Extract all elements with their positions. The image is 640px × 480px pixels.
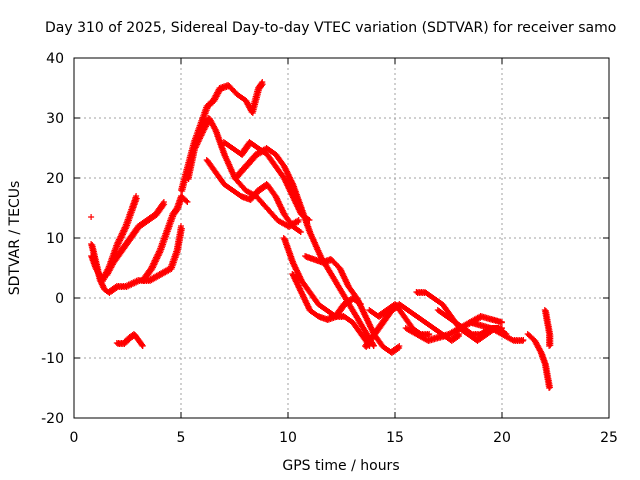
series-track-15	[362, 301, 463, 350]
data-point	[499, 319, 505, 325]
series-track-10	[231, 145, 377, 349]
data-point	[546, 343, 553, 349]
data-point	[88, 214, 95, 220]
data-point	[178, 225, 185, 232]
y-tick-label: -20	[41, 411, 64, 427]
series-track-2	[88, 223, 185, 296]
data-point	[159, 200, 166, 207]
data-point	[184, 199, 191, 205]
data-point	[295, 217, 302, 223]
y-tick-label: 10	[46, 231, 64, 247]
chart-title: Day 310 of 2025, Sidereal Day-to-day VTE…	[45, 20, 616, 36]
x-tick-label: 5	[177, 430, 186, 446]
series-track-13	[302, 253, 403, 356]
y-tick-label: 30	[46, 111, 64, 127]
data-point	[258, 80, 265, 87]
series-track-19	[466, 319, 527, 344]
series-track-3	[103, 199, 168, 278]
data-point	[547, 342, 554, 349]
series-track-4	[139, 193, 191, 284]
data-point	[426, 331, 433, 337]
series-track-20	[524, 331, 553, 391]
series-track-11	[280, 235, 373, 349]
y-axis-label: SDTVAR / TECUs	[7, 181, 23, 296]
isolated-points	[88, 214, 95, 220]
data-point	[259, 79, 266, 85]
x-tick-label: 0	[70, 430, 79, 446]
data-point	[396, 343, 403, 349]
data-point	[520, 337, 527, 343]
y-tick-label: 40	[46, 51, 64, 67]
data-point	[547, 384, 553, 391]
data-point	[133, 193, 140, 199]
data-point	[546, 385, 553, 391]
x-tick-label: 10	[279, 430, 297, 446]
y-tick-label: 20	[46, 171, 64, 187]
x-tick-label: 15	[386, 430, 404, 446]
data-point	[160, 199, 167, 205]
x-tick-label: 20	[493, 430, 511, 446]
y-tick-label: -10	[41, 351, 64, 367]
x-tick-label: 25	[600, 430, 618, 446]
grid	[74, 58, 609, 418]
data-points	[88, 79, 554, 391]
series-track-8	[203, 157, 304, 235]
y-tick-label: 0	[55, 291, 64, 307]
data-point	[139, 343, 146, 349]
data-point	[297, 229, 304, 235]
series-track-21	[541, 307, 554, 349]
data-point	[183, 197, 190, 204]
x-axis-label: GPS time / hours	[282, 458, 399, 474]
series-track-5	[113, 331, 146, 349]
data-point	[519, 338, 526, 344]
axis-ticks: 0 5 10 15 20 25 -20 -10 0 10 20 30 40	[41, 51, 618, 446]
data-point	[178, 223, 184, 229]
data-point	[138, 341, 145, 348]
